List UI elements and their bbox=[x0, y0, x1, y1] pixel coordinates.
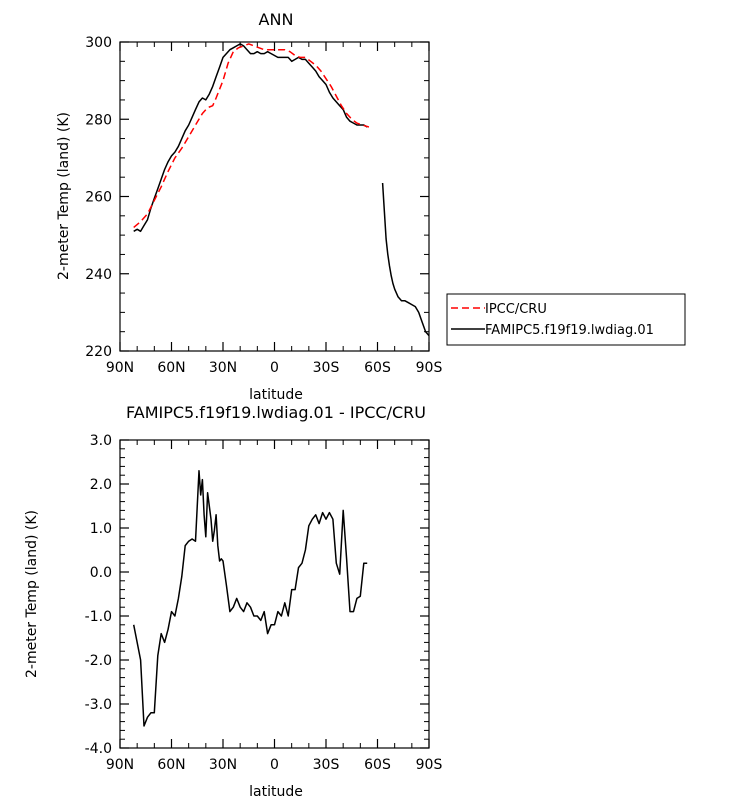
x-tick-label: 90N bbox=[106, 757, 134, 773]
y-tick-label: 280 bbox=[85, 112, 112, 128]
bottom-plot-frame bbox=[119, 439, 430, 749]
y-tick-label: 1.0 bbox=[90, 521, 112, 537]
bottom-series-lines bbox=[132, 470, 368, 727]
y-tick-label: 0.0 bbox=[90, 565, 112, 581]
y-tick-label: -3.0 bbox=[85, 697, 112, 713]
series-line-0-2 bbox=[133, 43, 370, 228]
top-plot-frame bbox=[119, 41, 430, 352]
x-tick-label: 60N bbox=[157, 757, 185, 773]
top-axis-ticks bbox=[119, 41, 430, 352]
y-tick-label: 300 bbox=[85, 35, 112, 51]
x-tick-label: 30N bbox=[209, 757, 237, 773]
bottom-y-tick-labels: -4.0 -3.0 -2.0 -1.0 0.0 1.0 2.0 3.0 bbox=[85, 433, 112, 757]
y-tick-label: 260 bbox=[85, 190, 112, 206]
legend: IPCC/CRU FAMIPC5.f19f19.lwdiag.01 bbox=[446, 293, 686, 346]
y-tick-label: 220 bbox=[85, 344, 112, 360]
x-tick-label: 30S bbox=[313, 757, 340, 773]
top-panel: ANN 90N 60N 30N 0 30S 60S 90S 220240260280300 … bbox=[56, 10, 442, 403]
x-tick-label: 30S bbox=[313, 360, 340, 376]
bottom-panel: FAMIPC5.f19f19.lwdiag.01 - IPCC/CRU 90N 6… bbox=[24, 403, 442, 800]
x-tick-label: 60S bbox=[364, 757, 391, 773]
x-tick-label: 60S bbox=[364, 360, 391, 376]
top-y-axis-label: 2-meter Temp (land) (K) bbox=[56, 112, 72, 280]
bottom-x-tick-labels: 90N 60N 30N 0 30S 60S 90S bbox=[106, 757, 443, 773]
x-tick-label: 0 bbox=[270, 360, 279, 376]
x-tick-label: 0 bbox=[270, 757, 279, 773]
x-tick-label: 90S bbox=[416, 360, 443, 376]
legend-box bbox=[446, 293, 686, 346]
y-tick-label: -4.0 bbox=[85, 741, 112, 757]
x-tick-label: 90S bbox=[416, 757, 443, 773]
bottom-y-axis-label: 2-meter Temp (land) (K) bbox=[24, 510, 40, 678]
y-tick-label: 2.0 bbox=[90, 477, 112, 493]
y-tick-label: -2.0 bbox=[85, 653, 112, 669]
x-tick-label: 30N bbox=[209, 360, 237, 376]
bottom-axis-ticks bbox=[119, 439, 430, 749]
top-y-tick-labels: 220 240 260 280 300 bbox=[85, 35, 112, 360]
y-tick-label: 3.0 bbox=[90, 433, 112, 449]
top-x-tick-labels: 90N 60N 30N 0 30S 60S 90S bbox=[106, 360, 443, 376]
bottom-x-axis-label: latitude bbox=[249, 784, 303, 800]
series-line-1-0 bbox=[132, 470, 368, 727]
bottom-chart-title: FAMIPC5.f19f19.lwdiag.01 - IPCC/CRU bbox=[126, 403, 426, 422]
top-chart-title: ANN bbox=[259, 10, 294, 29]
series-line-0-0 bbox=[133, 43, 368, 233]
top-x-axis-label: latitude bbox=[249, 387, 303, 403]
x-tick-label: 90N bbox=[106, 360, 134, 376]
series-line-0-1 bbox=[381, 182, 430, 337]
legend-label-famipc5: FAMIPC5.f19f19.lwdiag.01 bbox=[485, 323, 654, 338]
x-tick-label: 60N bbox=[157, 360, 185, 376]
top-series-lines bbox=[133, 43, 430, 337]
legend-label-ipcc-cru: IPCC/CRU bbox=[485, 302, 547, 317]
y-tick-label: 240 bbox=[85, 267, 112, 283]
y-tick-label: -1.0 bbox=[85, 609, 112, 625]
